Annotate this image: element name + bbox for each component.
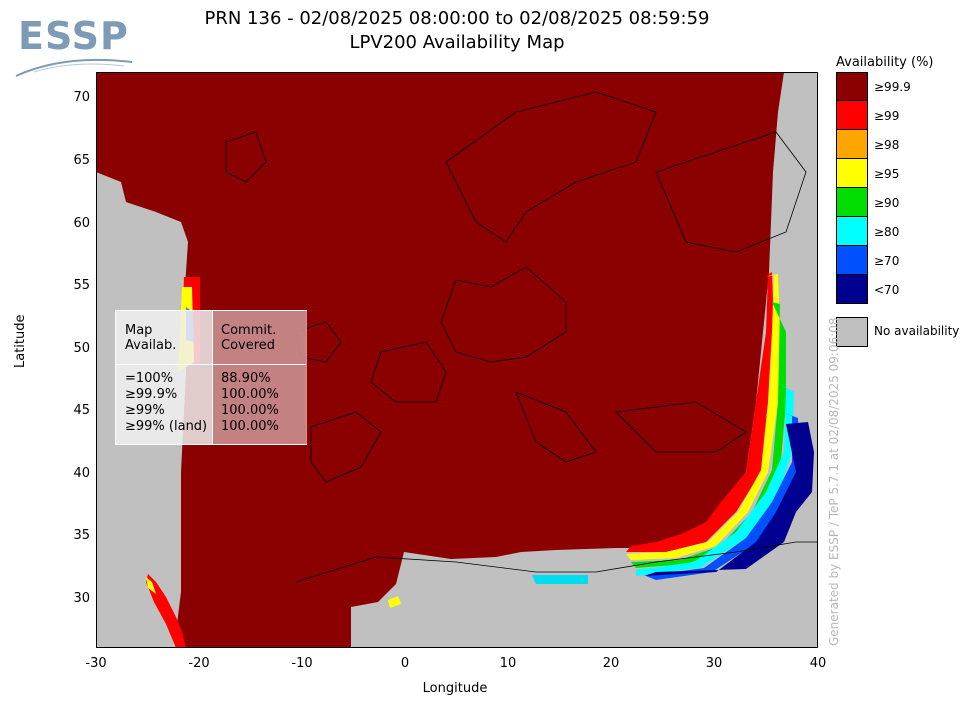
stats-row-value: 100.00% [221, 403, 279, 418]
no-availability-swatch [836, 317, 868, 347]
coverage-area-high [96, 72, 784, 648]
x-tick-label: -10 [291, 656, 313, 671]
stats-row-label: ≥99.9% [125, 387, 178, 402]
stats-header-commit-covered: Commit. Covered [221, 323, 276, 353]
legend-swatch [836, 130, 868, 159]
generated-by-credit: Generated by ESSP / TeP 5.7.1 at 02/08/2… [827, 317, 841, 646]
y-tick-label: 45 [73, 403, 90, 418]
x-tick-label: 20 [602, 656, 620, 671]
x-tick-label: 30 [705, 656, 723, 671]
legend-label: ≥80 [874, 225, 900, 239]
legend-label: ≥99.9 [874, 80, 911, 94]
y-tick-label: 70 [73, 90, 90, 105]
stats-row-value: 88.90% [221, 371, 271, 386]
legend-label: ≥90 [874, 196, 900, 210]
stats-right-column [212, 311, 307, 444]
x-tick-label: 10 [499, 656, 517, 671]
stats-row-value: 100.00% [221, 387, 279, 402]
y-tick-label: 35 [73, 528, 90, 543]
stats-row-label: =100% [125, 371, 174, 386]
coverage-canary-edge-y [146, 577, 156, 594]
coverage-canary-edge [146, 574, 186, 648]
y-tick-label: 40 [73, 466, 90, 481]
legend-label: <70 [874, 283, 900, 297]
stats-header-map-availab: Map Availab. [125, 323, 176, 353]
stats-left-column [116, 311, 212, 444]
stats-divider [116, 364, 306, 365]
y-axis-title: Latitude [13, 314, 28, 368]
essp-logo: ESSP [14, 14, 134, 80]
coverage-stats-table: Map Availab. Commit. Covered =100% 88.90… [115, 310, 307, 445]
y-tick-label: 30 [73, 591, 90, 606]
legend-swatch [836, 188, 868, 217]
legend-title: Availability (%) [836, 55, 934, 70]
x-tick-label: -20 [188, 656, 210, 671]
legend-label: ≥99 [874, 109, 900, 123]
map-subtitle: LPV200 Availability Map [349, 32, 565, 53]
y-tick-label: 50 [73, 341, 90, 356]
legend-swatch [836, 159, 868, 188]
x-axis-title: Longitude [422, 681, 488, 696]
stats-row-value: 100.00% [221, 419, 279, 434]
map-title: PRN 136 - 02/08/2025 08:00:00 to 02/08/2… [204, 8, 710, 29]
y-tick-label: 60 [73, 216, 90, 231]
availability-map[interactable] [96, 72, 818, 648]
y-tick-label: 55 [73, 278, 90, 293]
stats-row-label: ≥99% (land) [125, 419, 208, 434]
legend-swatch [836, 275, 868, 304]
legend-label: ≥70 [874, 254, 900, 268]
x-tick-label: -30 [85, 656, 107, 671]
stats-row-label: ≥99% [125, 403, 165, 418]
legend-swatch [836, 217, 868, 246]
coverage-libya-strip [532, 575, 588, 584]
stats-header-line: Map [125, 323, 153, 338]
map-canvas [96, 72, 818, 648]
stats-header-line: Availab. [125, 338, 177, 353]
legend-swatch [836, 72, 868, 101]
stats-header-line: Commit. [221, 323, 277, 338]
legend-label: ≥95 [874, 167, 900, 181]
map-frame [96, 72, 818, 648]
logo-swoosh-icon [15, 58, 133, 77]
no-availability-label: No availability [874, 324, 960, 338]
x-tick-label: 40 [809, 656, 827, 671]
y-tick-label: 65 [73, 153, 90, 168]
x-tick-label: 0 [400, 656, 410, 671]
legend-label: ≥98 [874, 138, 900, 152]
logo-text: ESSP [18, 14, 129, 58]
stats-header-line: Covered [221, 338, 276, 353]
coastlines [225, 91, 818, 583]
coverage-sahara-spot [388, 596, 401, 608]
legend-swatch [836, 101, 868, 130]
coverage-east-darkblue [644, 422, 814, 576]
legend-swatch [836, 246, 868, 275]
